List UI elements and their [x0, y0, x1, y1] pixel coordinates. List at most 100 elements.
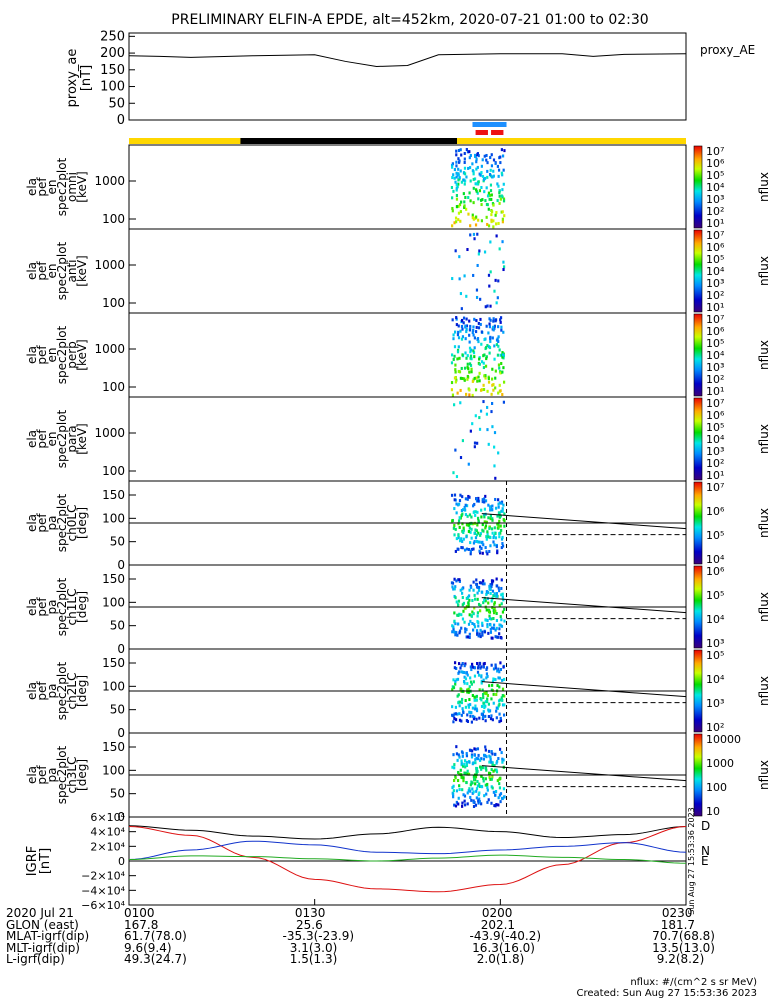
heatmap-cell [460, 337, 464, 341]
heatmap-cell [470, 711, 473, 715]
heatmap-cell [452, 403, 456, 407]
heatmap-cell [464, 337, 467, 341]
heatmap-cell [463, 771, 466, 775]
heatmap-cell [473, 698, 476, 702]
heatmap-cell [453, 221, 456, 225]
panel-ylabel: pa [45, 768, 59, 783]
heatmap-cell [477, 634, 480, 638]
heatmap-cell [455, 600, 458, 604]
heatmap-cell [480, 546, 483, 550]
heatmap-cell [476, 516, 480, 520]
heatmap-cell [470, 348, 473, 352]
heatmap-cell [493, 464, 496, 468]
panel-ylabel: spec2plot [55, 325, 69, 384]
heatmap-cell [495, 626, 498, 630]
heatmap-cell [464, 765, 467, 769]
heatmap-cell [452, 795, 455, 799]
status-bars [129, 122, 686, 144]
heatmap-cell [475, 160, 478, 164]
heatmap-cell [478, 416, 481, 420]
heatmap-cell [489, 757, 492, 761]
heatmap-cell [502, 758, 505, 762]
heatmap-cell [463, 166, 467, 170]
heatmap-cell [465, 596, 468, 600]
heatmap-cell [459, 169, 462, 173]
heatmap-cell [484, 599, 487, 603]
heatmap-cell [476, 523, 479, 527]
heatmap-cell [482, 710, 485, 714]
heatmap-cell [470, 515, 473, 519]
heatmap-cell [484, 526, 487, 530]
heatmap-cell [451, 765, 454, 769]
heatmap-cell [486, 674, 489, 678]
heatmap-cell [493, 764, 496, 768]
colorbar-label: nflux [757, 172, 771, 202]
heatmap-cell [497, 586, 500, 590]
heatmap-cell [497, 174, 500, 178]
science-zone-red [475, 130, 488, 135]
heatmap-cell [470, 682, 473, 686]
colorbar-tick-label: 10³ [706, 445, 724, 458]
heatmap-cell [475, 529, 478, 533]
heatmap-cell [498, 194, 501, 198]
colorbar-tick-label: 10² [706, 289, 724, 302]
heatmap-cell [454, 249, 457, 253]
heatmap-cell [488, 193, 492, 197]
heatmap-cell [491, 202, 495, 206]
orbit-table-row: L-igrf(dip) 49.3(24.7) 1.5(1.3) 2.0(1.8) 9.2… [6, 953, 704, 966]
heatmap-cell [482, 543, 485, 547]
heatmap-cell [463, 366, 467, 370]
heatmap-cell [478, 371, 481, 375]
orbit-row-value: 25.6 [295, 917, 323, 932]
heatmap-cell [471, 213, 474, 217]
heatmap-cell [458, 579, 461, 583]
heatmap-cell [476, 441, 479, 445]
heatmap-cell [461, 495, 464, 499]
heatmap-cell [493, 677, 496, 681]
heatmap-cell [500, 636, 503, 640]
heatmap-cell [456, 779, 460, 783]
heatmap-cell [472, 172, 475, 176]
colorbar [693, 733, 703, 817]
panel-ytick-label: 100 [102, 511, 125, 525]
heatmap-cell [491, 775, 494, 779]
heatmap-cell [473, 606, 476, 610]
orbit-row-value: 181.7 [660, 917, 696, 932]
heatmap-cell [471, 610, 474, 614]
heatmap-cell [501, 694, 504, 698]
heatmap-cell [453, 354, 456, 358]
colorbar-tick-label: 10⁵ [706, 337, 724, 350]
heatmap-cell [465, 207, 468, 211]
heatmap-cell [470, 749, 474, 753]
heatmap-cell [496, 549, 499, 553]
heatmap-cell [467, 690, 470, 694]
heatmap-cell [477, 602, 481, 606]
heatmap-cell [498, 501, 501, 505]
heatmap-cell [495, 716, 498, 720]
heatmap-cell [455, 666, 458, 670]
colorbar-tick-label: 10⁴ [706, 181, 725, 194]
heatmap-cell [458, 784, 461, 788]
heatmap-cell [482, 776, 485, 780]
heatmap-cell [459, 456, 463, 460]
heatmap-cell [451, 393, 455, 397]
heatmap-cell [477, 624, 480, 628]
heatmap-cell [478, 797, 481, 801]
heatmap-cell [475, 325, 478, 329]
heatmap-cell [489, 591, 492, 595]
heatmap-cell [502, 265, 506, 269]
heatmap-cell [467, 212, 470, 216]
heatmap-cell [461, 804, 464, 808]
heatmap-cell [498, 747, 502, 751]
heatmap-cell [501, 220, 504, 224]
heatmap-cell [480, 757, 483, 761]
orbit-row-value: 3.1(3.0) [289, 940, 338, 955]
heatmap-cell [502, 366, 505, 370]
heatmap-cell [466, 802, 469, 806]
heatmap-cell [472, 612, 475, 616]
heatmap-cell [498, 535, 501, 539]
heatmap-cell [475, 497, 478, 501]
heatmap-cell [458, 516, 461, 520]
heatmap-cell [491, 367, 494, 371]
heatmap-cell [486, 700, 489, 704]
